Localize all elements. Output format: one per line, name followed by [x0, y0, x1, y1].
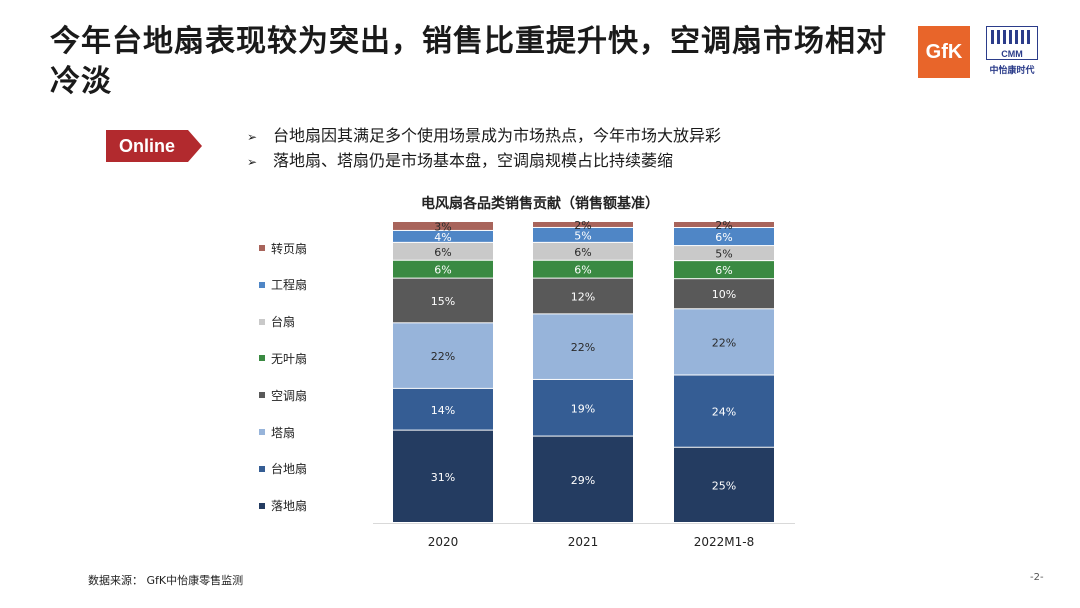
bar-segment	[393, 242, 493, 260]
bar-segment	[393, 260, 493, 278]
bar-segment	[533, 260, 633, 278]
bar-segment	[533, 242, 633, 260]
legend-item: 塔扇	[259, 424, 295, 440]
legend-label: 空调扇	[271, 388, 308, 403]
bar-segment	[674, 261, 774, 279]
bar-data-label: 15%	[431, 295, 455, 308]
legend-label: 工程扇	[271, 278, 308, 293]
bar-segment	[533, 436, 633, 522]
bar-data-label: 31%	[431, 471, 455, 484]
arrow-bullet-icon: ➢	[247, 130, 258, 144]
bar-data-label: 24%	[712, 406, 736, 419]
bar-data-label: 5%	[574, 229, 591, 242]
bullet-item: ➢ 落地扇、塔扇仍是市场基本盘，空调扇规模占比持续萎缩	[247, 149, 721, 174]
bar-data-label: 19%	[571, 402, 595, 415]
badge-arrow-shape	[106, 130, 202, 162]
legend-swatch	[259, 502, 265, 509]
legend-swatch	[259, 318, 265, 325]
legend-label: 无叶扇	[271, 351, 308, 366]
page-number: -2-	[1030, 572, 1044, 583]
bar-segment	[674, 309, 774, 375]
online-badge-label: Online	[118, 135, 175, 156]
bar-data-label: 14%	[431, 404, 455, 417]
legend-swatch	[259, 465, 265, 472]
legend-item: 台扇	[259, 314, 295, 330]
bar-segment	[393, 388, 493, 430]
cmm-logo: CMM 中怡康时代	[982, 26, 1042, 82]
bar-data-label: 25%	[712, 479, 736, 492]
legend-swatch	[259, 392, 265, 399]
bullet-text: 台地扇因其满足多个使用场景成为市场热点，今年市场大放异彩	[273, 126, 722, 145]
legend-swatch	[259, 245, 265, 251]
bullet-item: ➢ 台地扇因其满足多个使用场景成为市场热点，今年市场大放异彩	[247, 124, 721, 149]
bar-segment	[393, 222, 493, 230]
bar-data-label: 22%	[571, 341, 595, 354]
cmm-logo-mark: CMM	[986, 26, 1038, 60]
bar-data-label: 4%	[434, 231, 451, 244]
bar-segment	[393, 430, 493, 522]
bar-segment	[674, 246, 774, 261]
bar-data-label: 6%	[574, 264, 591, 277]
legend-swatch	[259, 355, 265, 362]
legend-label: 落地扇	[271, 499, 308, 514]
x-tick-label: 2021	[568, 535, 599, 549]
x-tick-label: 2022M1-8	[694, 535, 755, 549]
bar-segment	[533, 222, 633, 227]
data-source-note: 数据来源： GfK中怡康零售监测	[88, 574, 244, 587]
legend-item: 台地扇	[259, 461, 307, 477]
legend-item: 无叶扇	[259, 350, 307, 366]
bullet-text: 落地扇、塔扇仍是市场基本盘，空调扇规模占比持续萎缩	[273, 151, 674, 170]
bar-segment	[674, 279, 774, 309]
bar-data-label: 6%	[715, 264, 732, 277]
bar-segment	[533, 227, 633, 242]
cmm-logo-name: 中怡康时代	[989, 66, 1035, 76]
legend-label: 台地扇	[271, 462, 308, 477]
gfk-logo: GfK	[918, 26, 970, 78]
bar-data-label: 12%	[571, 291, 595, 304]
bar-data-label: 6%	[715, 231, 732, 244]
legend-label: 台扇	[271, 315, 296, 330]
bar-data-label: 2%	[715, 219, 732, 232]
bullet-list: ➢ 台地扇因其满足多个使用场景成为市场热点，今年市场大放异彩 ➢ 落地扇、塔扇仍是市…	[247, 124, 721, 174]
bar-data-label: 6%	[434, 246, 451, 259]
bar-data-label: 22%	[712, 336, 736, 349]
legend-swatch	[259, 429, 265, 435]
bar-segment	[674, 222, 774, 228]
bar-segment	[393, 230, 493, 242]
bar-data-label: 5%	[715, 248, 732, 261]
chart-title: 电风扇各品类销售贡献（销售额基准）	[421, 196, 659, 212]
bar-segment	[533, 314, 633, 379]
bar-data-label: 29%	[571, 474, 595, 487]
online-badge: Online	[106, 130, 202, 162]
bar-data-label: 6%	[574, 246, 591, 259]
page-title: 今年台地扇表现较为突出，销售比重提升快，空调扇市场相对冷淡	[50, 24, 887, 99]
x-tick-label: 2020	[428, 535, 459, 549]
legend-item: 空调扇	[259, 387, 307, 403]
legend-item: 工程扇	[259, 277, 307, 293]
bar-data-label: 6%	[434, 264, 451, 277]
bar-data-label: 10%	[712, 288, 736, 301]
arrow-bullet-icon: ➢	[247, 155, 258, 169]
bar-segment	[674, 375, 774, 447]
bar-data-label: 2%	[574, 219, 591, 232]
bar-data-label: 22%	[431, 350, 455, 363]
bar-segment	[393, 323, 493, 388]
bar-segment	[533, 379, 633, 436]
legend-swatch	[259, 281, 265, 288]
bar-segment	[674, 447, 774, 522]
bar-data-label: 3%	[434, 220, 451, 233]
legend-label: 转页扇	[271, 241, 308, 256]
bar-segment	[674, 228, 774, 246]
legend-item: 落地扇	[259, 498, 307, 514]
legend-label: 塔扇	[271, 425, 296, 440]
legend-item: 转页扇	[259, 240, 307, 256]
bar-segment	[393, 278, 493, 323]
bar-segment	[533, 278, 633, 314]
